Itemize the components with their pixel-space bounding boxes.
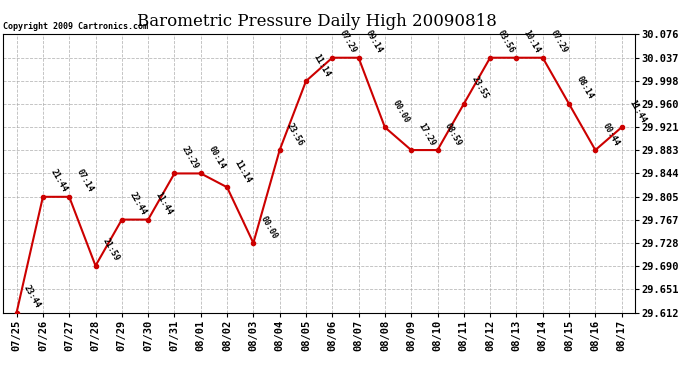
Text: Barometric Pressure Daily High 20090818: Barometric Pressure Daily High 20090818: [137, 13, 497, 30]
Text: 23:29: 23:29: [180, 144, 200, 171]
Text: 11:14: 11:14: [311, 52, 332, 78]
Text: 21:59: 21:59: [101, 237, 121, 263]
Text: 09:14: 09:14: [364, 29, 384, 55]
Text: 23:44: 23:44: [22, 284, 43, 310]
Text: 23:56: 23:56: [285, 121, 306, 147]
Text: 00:00: 00:00: [391, 98, 411, 124]
Text: 07:29: 07:29: [338, 29, 358, 55]
Text: 11:14: 11:14: [233, 158, 253, 184]
Text: 23:55: 23:55: [469, 75, 490, 101]
Text: Copyright 2009 Cartronics.com: Copyright 2009 Cartronics.com: [3, 22, 148, 31]
Text: 07:29: 07:29: [549, 29, 569, 55]
Text: 11:44: 11:44: [154, 190, 174, 217]
Text: 00:14: 00:14: [206, 144, 226, 171]
Text: 17:29: 17:29: [417, 121, 437, 147]
Text: 03:56: 03:56: [495, 29, 516, 55]
Text: 22:44: 22:44: [128, 190, 148, 217]
Text: 21:44: 21:44: [48, 168, 69, 194]
Text: 07:14: 07:14: [75, 168, 95, 194]
Text: 00:44: 00:44: [601, 121, 621, 147]
Text: 10:14: 10:14: [522, 29, 542, 55]
Text: 00:00: 00:00: [259, 214, 279, 240]
Text: 11:44: 11:44: [627, 98, 647, 124]
Text: 08:14: 08:14: [575, 75, 595, 101]
Text: 08:59: 08:59: [443, 121, 464, 147]
